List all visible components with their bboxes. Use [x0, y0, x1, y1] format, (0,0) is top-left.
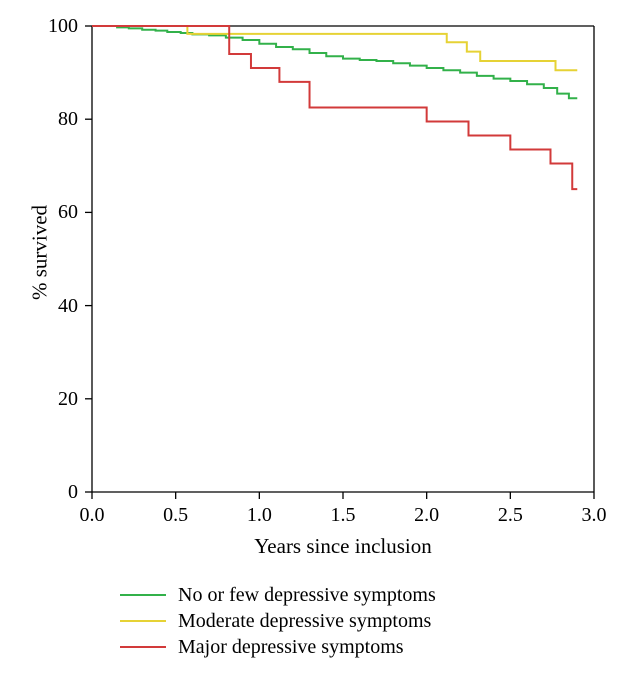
x-tick-label: 3.0 — [569, 504, 619, 527]
y-tick-label: 0 — [32, 481, 78, 504]
x-tick-label: 2.5 — [485, 504, 535, 527]
legend-item: No or few depressive symptoms — [120, 582, 436, 608]
legend: No or few depressive symptoms Moderate de… — [120, 582, 436, 660]
legend-swatch — [120, 646, 166, 648]
x-tick-label: 2.0 — [402, 504, 452, 527]
series-line — [92, 26, 577, 70]
y-tick-label: 100 — [32, 15, 78, 38]
legend-swatch — [120, 594, 166, 596]
legend-label: Major depressive symptoms — [178, 636, 404, 659]
plot-svg — [92, 26, 594, 492]
series-line — [92, 26, 577, 189]
x-axis-label: Years since inclusion — [92, 534, 594, 559]
y-tick-label: 60 — [32, 201, 78, 224]
y-tick-label: 80 — [32, 108, 78, 131]
plot-border — [92, 26, 594, 492]
legend-item: Moderate depressive symptoms — [120, 608, 436, 634]
legend-label: Moderate depressive symptoms — [178, 610, 431, 633]
x-tick-label: 1.5 — [318, 504, 368, 527]
y-tick-label: 40 — [32, 295, 78, 318]
series-line — [92, 26, 577, 98]
x-tick-label: 0.5 — [151, 504, 201, 527]
x-tick-label: 1.0 — [234, 504, 284, 527]
plot-area — [92, 26, 594, 492]
legend-label: No or few depressive symptoms — [178, 584, 436, 607]
legend-item: Major depressive symptoms — [120, 634, 436, 660]
x-tick-label: 0.0 — [67, 504, 117, 527]
legend-swatch — [120, 620, 166, 622]
y-tick-label: 20 — [32, 388, 78, 411]
survival-chart-figure: % survived 020406080100 0.00.51.01.52.02… — [0, 0, 643, 677]
